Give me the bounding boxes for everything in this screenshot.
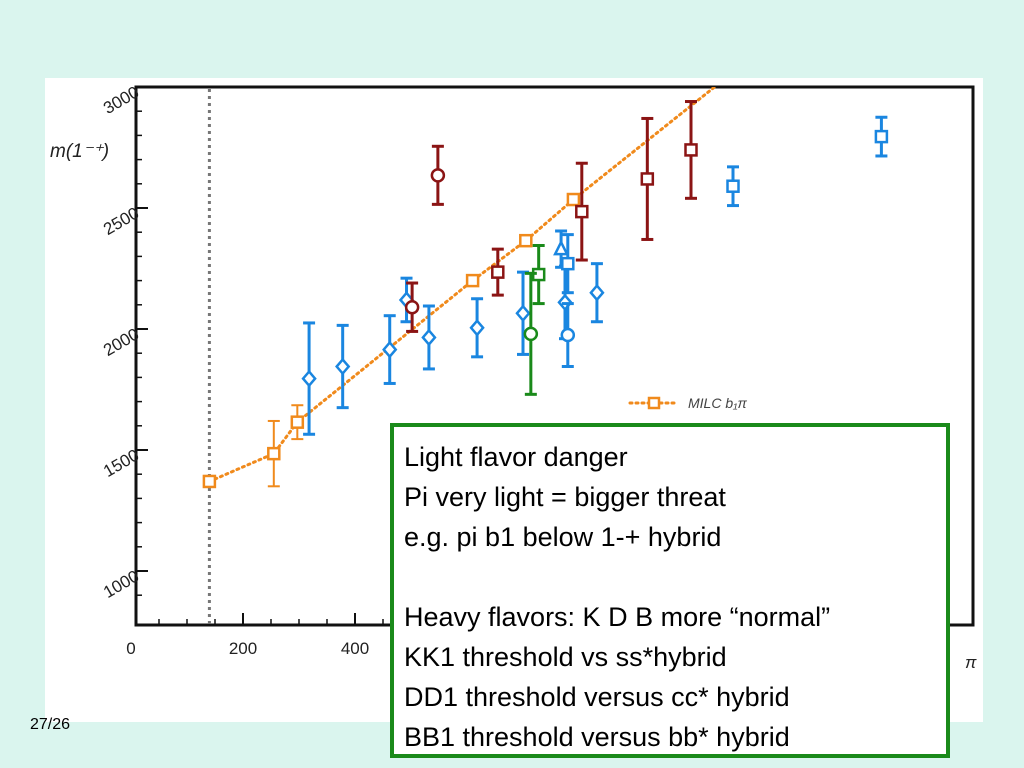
legend-marker <box>647 396 661 410</box>
note-line: Heavy flavors: K D B more “normal” <box>404 602 831 632</box>
y-axis-label: m(1⁻⁺) <box>50 141 109 162</box>
series-square-darkred-point <box>491 265 505 279</box>
series-square-darkred-point <box>640 172 655 186</box>
series-milc-b--point <box>290 415 305 429</box>
series-square-blue-point <box>874 129 889 144</box>
note-box: Light flavor danger Pi very light = bigg… <box>390 423 950 758</box>
series-triangle-blue-point <box>553 239 570 256</box>
series-diamond-blue-point <box>515 304 531 323</box>
series-circle-darkred-point <box>404 299 420 315</box>
series-circle-green-point <box>523 326 539 342</box>
series-square-darkred-point <box>575 204 589 219</box>
series-circle-darkred-point <box>430 168 446 183</box>
note-line: Pi very light = bigger threat <box>404 482 726 512</box>
series-diamond-blue-point <box>301 369 317 388</box>
series-circle-blue-point <box>560 327 576 343</box>
x-tick-label: 200 <box>229 639 257 658</box>
series-diamond-blue-point <box>335 357 351 376</box>
series-milc-b--point <box>202 474 217 489</box>
series-diamond-blue-point <box>469 318 485 337</box>
note-line: DD1 threshold versus cc* hybrid <box>404 682 790 712</box>
x-tick-label: 400 <box>341 639 369 658</box>
note-line <box>404 557 936 597</box>
note-line: KK1 threshold vs ss*hybrid <box>404 642 727 672</box>
series-square-blue-point <box>561 256 575 271</box>
series-diamond-blue-point <box>382 340 398 359</box>
note-line: Light flavor danger <box>404 442 628 472</box>
series-square-darkred-point <box>684 143 698 157</box>
series-milc-b--point <box>566 192 581 207</box>
legend-label: MILC b₁π <box>688 395 748 411</box>
note-line: BB1 threshold versus bb* hybrid <box>404 722 790 752</box>
x-tick-label: 0 <box>126 639 135 658</box>
series-milc-b--point <box>267 446 281 461</box>
series-milc-b--point <box>519 233 533 248</box>
series-square-blue-point <box>726 179 740 193</box>
series-milc-b--point <box>465 273 480 288</box>
page-number: 27/26 <box>30 716 71 733</box>
legend: MILC b₁π <box>628 395 748 411</box>
series-diamond-blue-point <box>589 283 605 302</box>
series-diamond-blue-point <box>421 328 437 347</box>
x-axis-label-fragment: π <box>965 653 977 672</box>
marks-layer <box>202 87 889 625</box>
note-line: e.g. pi b1 below 1-+ hybrid <box>404 522 722 552</box>
